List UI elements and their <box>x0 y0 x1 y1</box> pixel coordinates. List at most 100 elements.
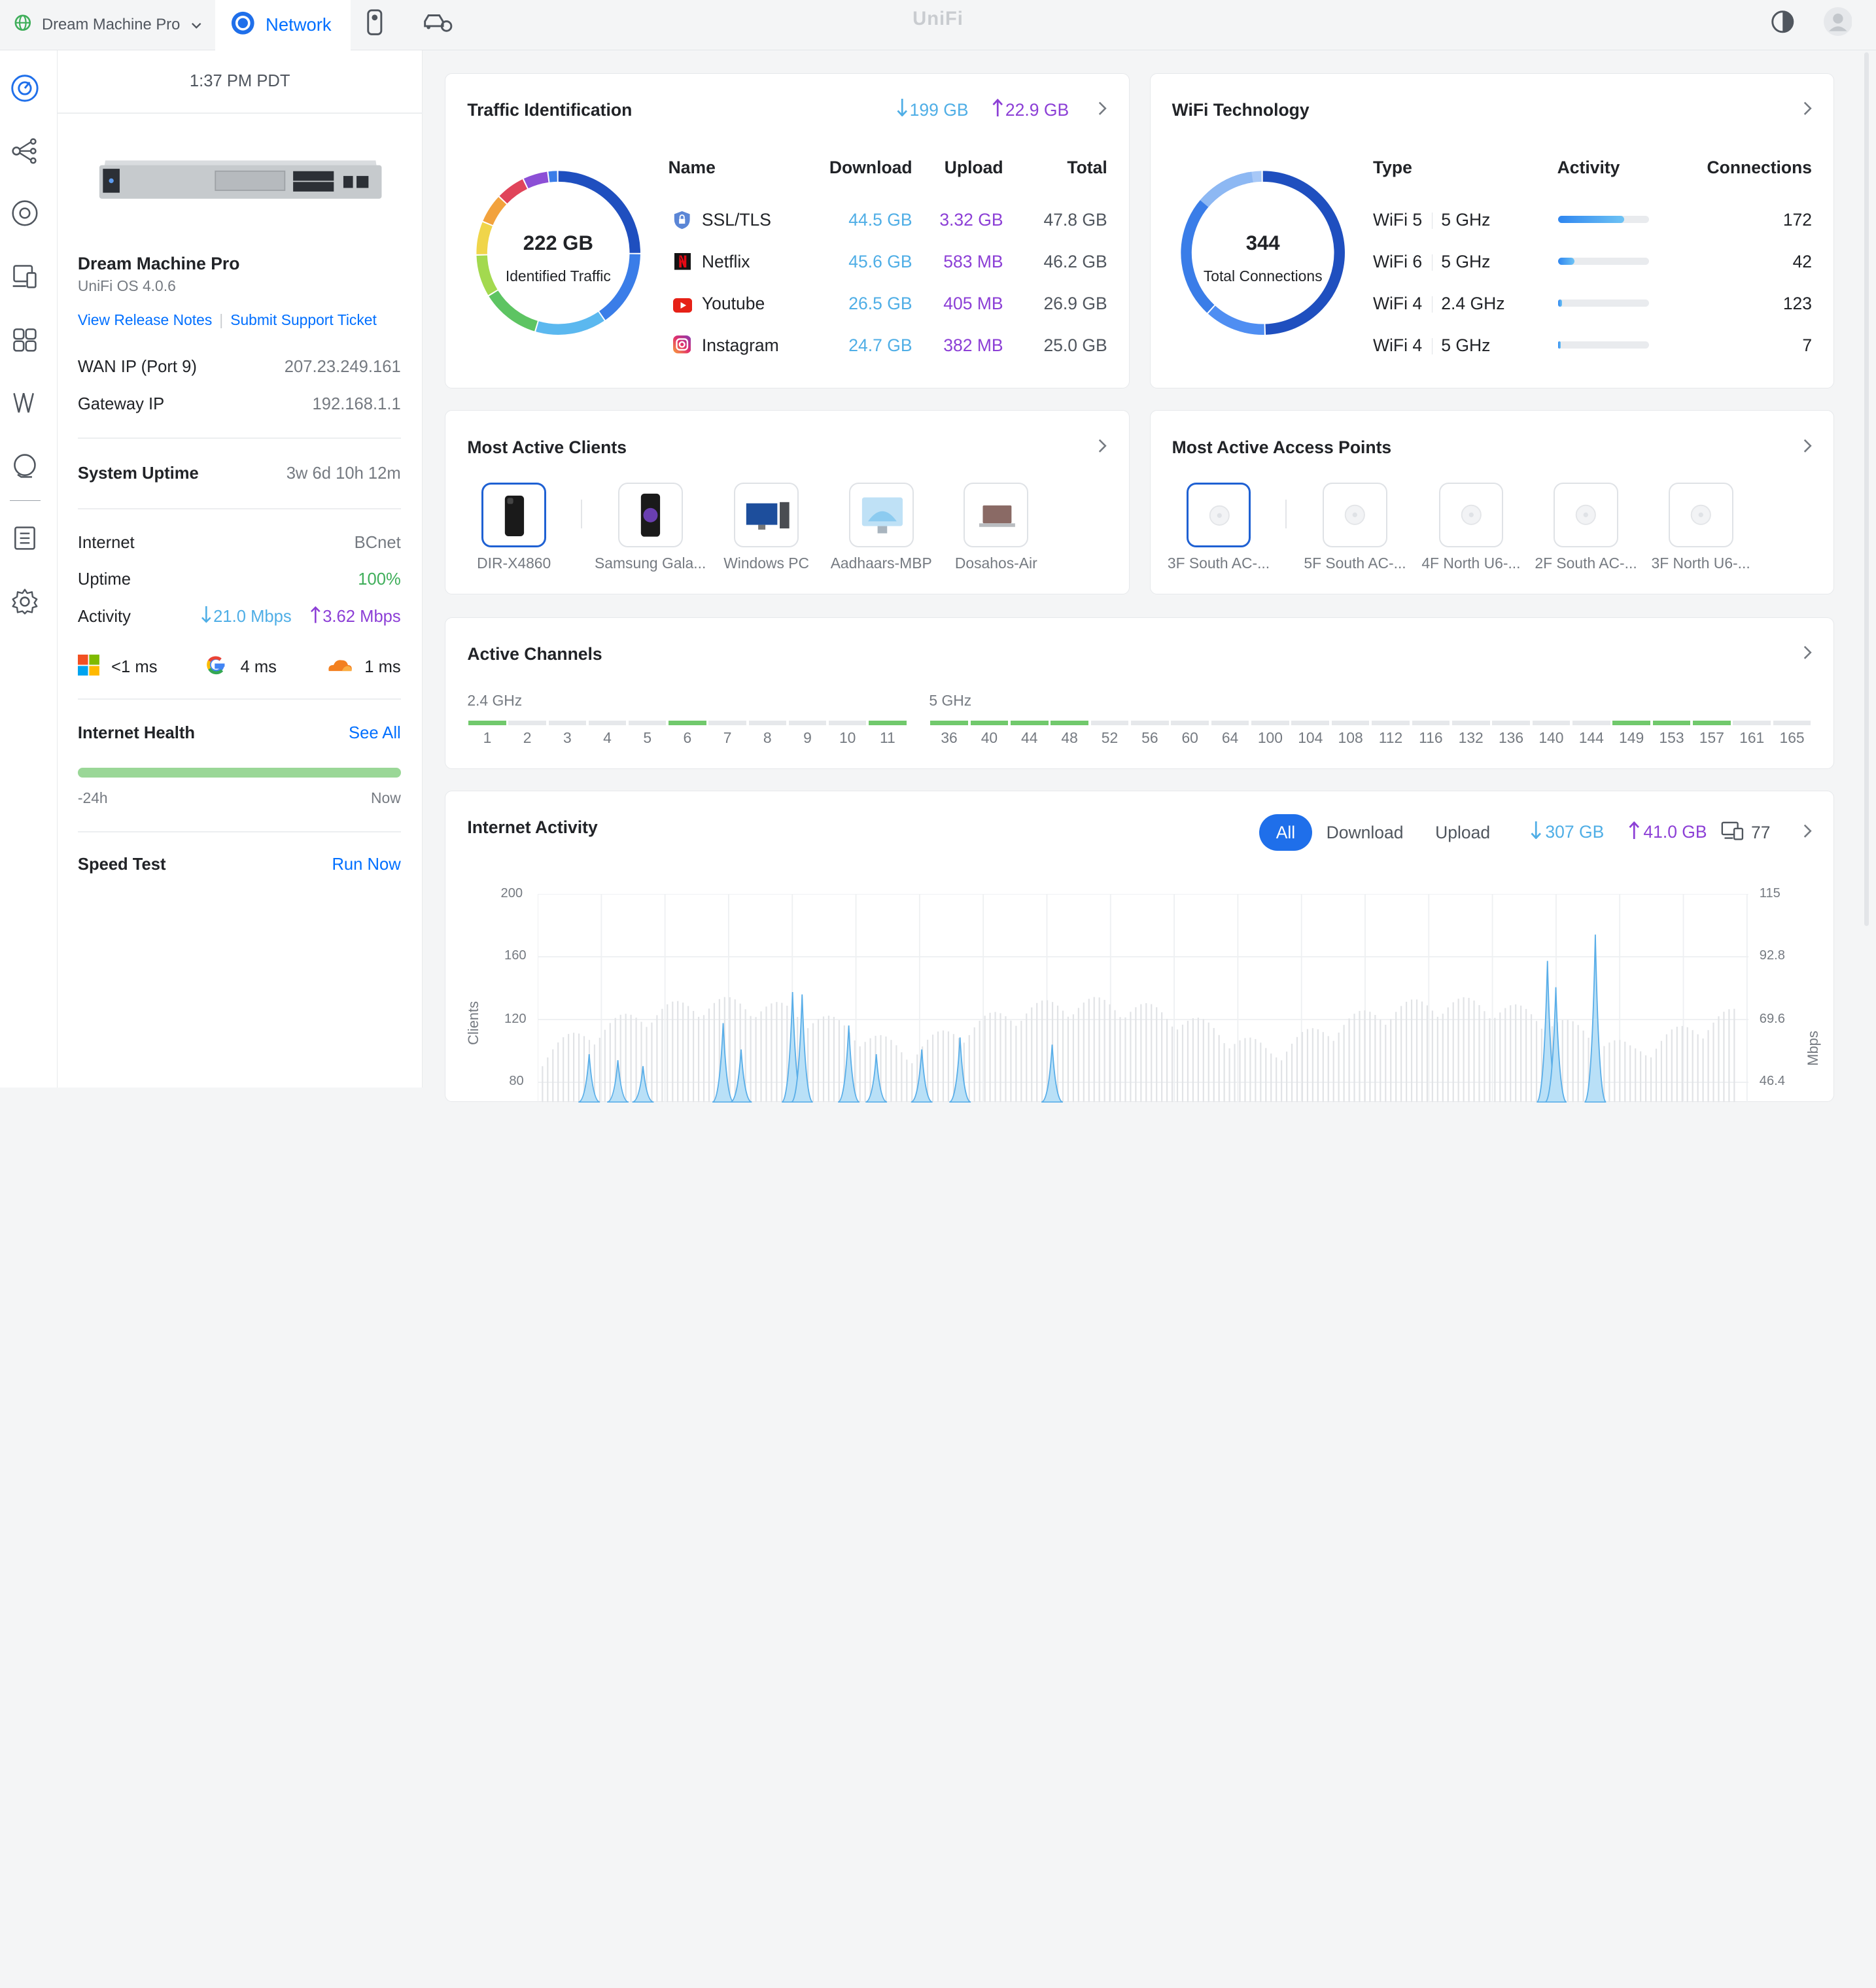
app-download: 45.6 GB <box>848 252 912 272</box>
channel-segment <box>508 721 546 726</box>
topology-icon[interactable] <box>10 137 39 165</box>
filter-upload-button[interactable]: Upload <box>1435 822 1491 842</box>
client-item[interactable]: Windows PC <box>706 483 826 572</box>
theme-toggle-icon[interactable] <box>1771 10 1795 39</box>
channel-segment <box>548 721 587 726</box>
tab-protect[interactable] <box>366 0 392 50</box>
chevron-right-icon[interactable] <box>1098 437 1109 454</box>
app-name: SSL/TLS <box>701 210 771 230</box>
run-speed-test-button[interactable]: Run Now <box>332 855 401 874</box>
access-point-item[interactable]: 3F North U6-... <box>1641 483 1761 572</box>
health-range-end: Now <box>370 789 401 807</box>
access-point-item[interactable]: 5F South AC-... <box>1295 483 1415 572</box>
traffic-donut[interactable] <box>472 167 644 344</box>
y-right-tick: 46.4 <box>1759 1073 1785 1088</box>
access-point-item[interactable]: 4F North U6-... <box>1411 483 1531 572</box>
insights-icon[interactable] <box>10 326 39 354</box>
desktop-pc-icon <box>745 501 791 538</box>
traffic-donut-segment <box>499 179 527 204</box>
app-total: 25.0 GB <box>1043 335 1107 356</box>
access-point-item[interactable]: 3F South AC-... <box>1159 483 1279 572</box>
wifi-donut-segment <box>1200 171 1253 208</box>
support-ticket-link[interactable]: Submit Support Ticket <box>230 311 377 328</box>
access-point-thumbnail <box>1554 483 1618 547</box>
access-point-icon <box>1459 503 1484 532</box>
y-left-tick: 200 <box>500 885 523 900</box>
wifi-donut[interactable] <box>1177 167 1349 344</box>
chevron-right-icon[interactable] <box>1803 644 1815 661</box>
traffic-flows-icon[interactable] <box>10 388 39 417</box>
client-name: Samsung Gala... <box>595 554 706 572</box>
tab-access[interactable] <box>423 0 454 50</box>
client-thumbnail <box>617 483 683 547</box>
chevron-right-icon[interactable] <box>1803 100 1815 117</box>
channel-segment <box>1251 721 1289 726</box>
access-point-name: 2F South AC-... <box>1535 554 1637 572</box>
activity-upload-total-value: 41.0 GB <box>1643 822 1707 842</box>
logs-icon[interactable] <box>10 524 39 553</box>
tab-network[interactable]: Network <box>215 0 351 50</box>
card-title: WiFi Technology <box>1172 99 1310 120</box>
latency-google: 4 ms <box>207 655 277 679</box>
channel-segment <box>1372 721 1410 726</box>
channel-number: 11 <box>879 728 895 746</box>
download-spike <box>1041 1044 1064 1103</box>
client-item[interactable]: Dosahos-Air <box>936 483 1056 572</box>
phone-icon <box>640 492 661 543</box>
clients-icon[interactable] <box>10 262 39 291</box>
settings-gear-icon[interactable] <box>10 587 39 616</box>
client-item[interactable]: DIR-X4860 <box>454 483 574 572</box>
client-item[interactable]: Samsung Gala... <box>591 483 710 572</box>
divider <box>77 508 401 510</box>
traffic-donut-segment <box>558 171 640 254</box>
gateway-ip-label: Gateway IP <box>77 394 165 413</box>
arrow-down-icon <box>1531 821 1542 844</box>
activity-client-count: 77 <box>1721 821 1770 845</box>
channel-number: 10 <box>839 728 856 746</box>
y-right-tick: 92.8 <box>1759 948 1785 963</box>
device-switcher[interactable]: Dream Machine Pro <box>0 0 215 50</box>
internet-health-label: Internet Health <box>77 723 196 742</box>
access-point-thumbnail <box>1186 483 1251 547</box>
app-download: 24.7 GB <box>848 335 912 356</box>
access-point-item[interactable]: 2F South AC-... <box>1526 483 1646 572</box>
client-thumbnail <box>848 483 914 547</box>
internet-health-bar[interactable] <box>77 768 401 778</box>
divider <box>1431 212 1433 230</box>
see-all-link[interactable]: See All <box>349 723 401 742</box>
page-scrollbar[interactable] <box>1864 52 1869 926</box>
app-download: 26.5 GB <box>848 294 912 314</box>
release-notes-link[interactable]: View Release Notes <box>77 311 213 328</box>
activity-bar <box>1558 300 1650 307</box>
avatar[interactable] <box>1823 7 1852 41</box>
filter-download-button[interactable]: Download <box>1326 822 1404 842</box>
access-point-name: 5F South AC-... <box>1304 554 1406 572</box>
alerts-icon[interactable] <box>10 452 39 481</box>
latency-microsoft: <1 ms <box>77 654 158 681</box>
os-version-row: UniFi OS 4.0.6 <box>78 277 401 295</box>
current-time: 1:37 PM PDT <box>189 71 290 90</box>
internet-label: Internet <box>77 533 135 552</box>
connection-count: 172 <box>1782 210 1813 230</box>
traffic-donut-value: 222 GB <box>523 231 593 254</box>
download-spike <box>911 1050 933 1103</box>
chevron-right-icon[interactable] <box>1803 437 1815 454</box>
devices-icon[interactable] <box>10 199 39 228</box>
client-item[interactable]: Aadhaars-MBP <box>822 483 941 572</box>
internet-activity-chart[interactable] <box>537 893 1749 1107</box>
filter-all-button[interactable]: All <box>1259 814 1312 851</box>
chevron-right-icon[interactable] <box>1098 100 1109 117</box>
dashboard-icon[interactable] <box>10 74 39 103</box>
devices-icon <box>1721 821 1744 845</box>
chevron-right-icon[interactable] <box>1803 823 1815 840</box>
band-24ghz-label: 2.4 GHz <box>467 692 523 710</box>
access-point-icon <box>1574 503 1598 532</box>
traffic-download-total: 199 GB <box>896 98 969 121</box>
channel-segment <box>1572 721 1610 726</box>
channel-number: 40 <box>981 728 998 746</box>
channel-segment <box>748 721 787 726</box>
app-name: Netflix <box>701 252 750 272</box>
os-version: UniFi OS 4.0.6 <box>77 277 176 295</box>
google-icon <box>207 655 226 679</box>
channel-segment <box>1652 721 1691 726</box>
